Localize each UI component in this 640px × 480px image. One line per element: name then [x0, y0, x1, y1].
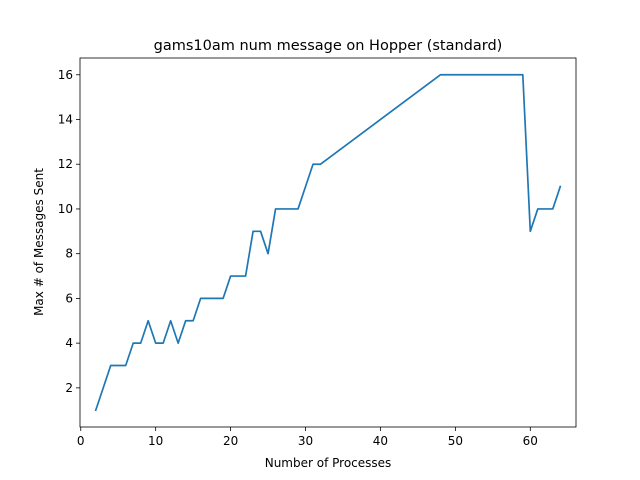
y-tick-label: 2 — [65, 381, 73, 395]
y-tick-label: 14 — [58, 113, 73, 127]
y-axis-label: Max # of Messages Sent — [32, 168, 46, 316]
x-tick-label: 30 — [298, 434, 313, 448]
y-tick-label: 4 — [65, 336, 73, 350]
x-tick-label: 20 — [223, 434, 238, 448]
x-tick-label: 40 — [373, 434, 388, 448]
x-tick-label: 10 — [148, 434, 163, 448]
series-line-0 — [94, 73, 562, 412]
x-axis-label: Number of Processes — [265, 456, 392, 470]
y-tick-label: 6 — [65, 291, 73, 305]
x-tick-label: 60 — [523, 434, 538, 448]
plot-area: 0 10 20 30 40 50 60 2 4 6 8 10 12 14 16 — [58, 57, 577, 448]
y-tick-label: 8 — [65, 247, 73, 261]
chart-title: gams10am num message on Hopper (standard… — [154, 38, 503, 54]
y-tick-label: 12 — [58, 157, 73, 171]
x-tick-label: 0 — [77, 434, 85, 448]
y-tick-label: 10 — [58, 202, 73, 216]
x-tick-label: 50 — [448, 434, 463, 448]
y-tick-label: 16 — [58, 68, 73, 82]
plot-frame — [79, 57, 577, 428]
